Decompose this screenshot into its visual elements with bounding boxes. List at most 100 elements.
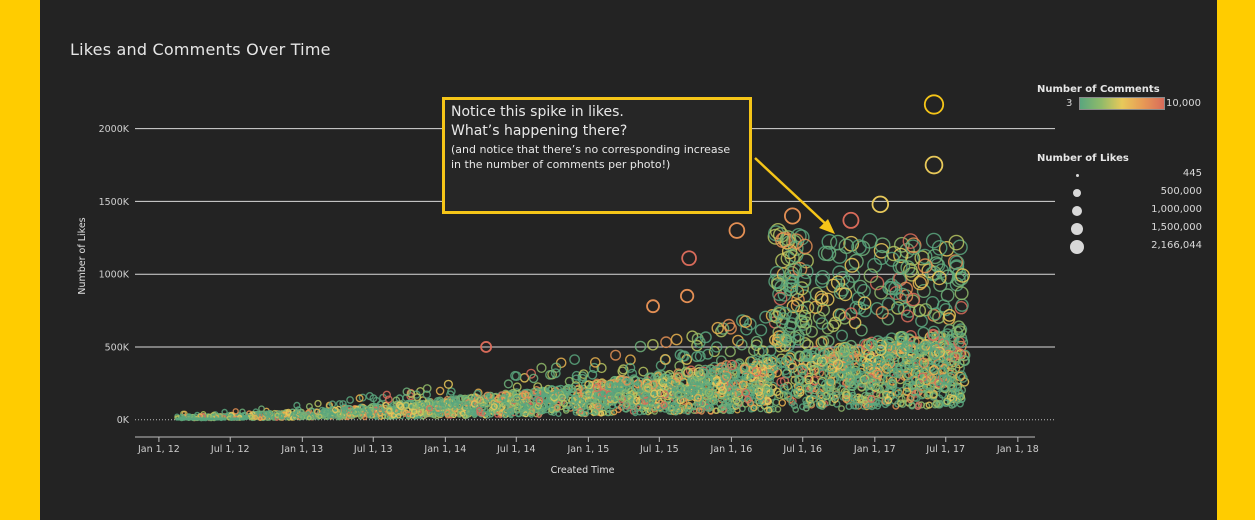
data-point bbox=[741, 388, 751, 397]
data-point bbox=[693, 388, 703, 397]
data-point bbox=[867, 257, 883, 273]
data-point bbox=[606, 382, 616, 392]
data-point bbox=[815, 336, 828, 349]
size-legend-label: 2,166,044 bbox=[1151, 240, 1202, 251]
annotation-box: Notice this spike in likes. What’s happe… bbox=[442, 97, 752, 214]
data-point bbox=[696, 407, 703, 414]
data-point bbox=[397, 403, 405, 411]
data-point bbox=[462, 401, 470, 409]
data-point bbox=[724, 385, 734, 395]
data-point bbox=[918, 353, 930, 365]
y-tick-label: 0K bbox=[117, 415, 130, 426]
data-point bbox=[328, 400, 337, 408]
data-point bbox=[918, 303, 933, 317]
data-point bbox=[906, 395, 915, 404]
data-point bbox=[757, 366, 768, 377]
data-point bbox=[718, 404, 726, 412]
data-point bbox=[610, 382, 620, 392]
data-point bbox=[774, 280, 789, 295]
data-point bbox=[392, 396, 401, 405]
x-axis-title: Created Time bbox=[551, 465, 615, 476]
y-tick-label: 1000K bbox=[99, 270, 130, 281]
data-point bbox=[720, 364, 731, 375]
data-point bbox=[219, 417, 223, 421]
data-point bbox=[545, 369, 555, 380]
data-point bbox=[484, 412, 491, 419]
data-point bbox=[763, 381, 773, 391]
data-point bbox=[534, 402, 543, 410]
data-point bbox=[941, 328, 954, 341]
data-point bbox=[548, 406, 555, 414]
data-point bbox=[221, 408, 228, 416]
data-point bbox=[336, 411, 343, 418]
data-point bbox=[888, 367, 899, 378]
data-point bbox=[937, 367, 948, 378]
chart-panel: Likes and Comments Over Time 0K 500K 1000K… bbox=[40, 0, 1217, 520]
data-point bbox=[797, 273, 812, 289]
data-point bbox=[901, 309, 915, 323]
data-point bbox=[263, 410, 270, 417]
color-legend-max: 10,000 bbox=[1166, 98, 1201, 109]
data-point bbox=[757, 405, 764, 413]
data-point bbox=[832, 265, 847, 281]
data-point bbox=[954, 325, 967, 338]
data-point bbox=[875, 384, 884, 394]
data-point bbox=[556, 388, 566, 397]
data-point bbox=[836, 329, 849, 342]
data-point bbox=[897, 395, 906, 403]
data-point bbox=[523, 402, 531, 410]
data-point bbox=[838, 287, 853, 302]
data-point bbox=[948, 234, 965, 251]
data-point bbox=[685, 401, 693, 410]
data-point bbox=[555, 357, 567, 369]
data-point bbox=[728, 379, 738, 389]
data-point bbox=[893, 367, 904, 378]
data-point bbox=[476, 396, 485, 405]
highlighted-point bbox=[924, 155, 944, 175]
data-point bbox=[384, 395, 393, 404]
data-point bbox=[797, 364, 808, 375]
data-point bbox=[483, 391, 492, 400]
data-point bbox=[293, 401, 301, 410]
size-legend-dot bbox=[1071, 223, 1083, 235]
data-point bbox=[668, 406, 675, 413]
data-point bbox=[469, 409, 476, 416]
size-legend-entry: 2,166,044 bbox=[1068, 238, 1218, 256]
data-point bbox=[569, 354, 580, 365]
data-point bbox=[927, 362, 939, 374]
data-point bbox=[536, 388, 545, 397]
data-point bbox=[592, 409, 599, 416]
data-point bbox=[230, 417, 234, 421]
data-point bbox=[786, 310, 800, 324]
data-point bbox=[950, 400, 958, 408]
scatter-plot[interactable]: 0K 500K 1000K 1500K 2000K Jan 1, 12 Jul 1, 12 J… bbox=[40, 0, 1217, 520]
data-point bbox=[883, 353, 895, 365]
data-point bbox=[775, 253, 791, 269]
data-point bbox=[948, 376, 958, 387]
data-point bbox=[638, 366, 649, 377]
data-point bbox=[874, 237, 891, 254]
data-point bbox=[873, 369, 883, 380]
data-point bbox=[881, 297, 896, 311]
data-point bbox=[722, 318, 736, 332]
data-point bbox=[366, 409, 373, 416]
data-point bbox=[650, 389, 659, 398]
data-point bbox=[410, 408, 418, 415]
data-point bbox=[726, 359, 738, 370]
data-point bbox=[949, 351, 961, 363]
size-legend-label: 1,500,000 bbox=[1151, 222, 1202, 233]
data-point bbox=[862, 401, 870, 409]
data-point bbox=[514, 403, 522, 411]
data-point bbox=[927, 325, 941, 338]
data-point bbox=[422, 390, 431, 399]
y-tick-label: 1500K bbox=[99, 197, 130, 208]
data-point bbox=[528, 409, 535, 416]
data-point bbox=[917, 258, 933, 274]
data-point bbox=[216, 417, 220, 421]
data-point bbox=[447, 387, 456, 396]
data-point bbox=[902, 387, 912, 397]
data-point bbox=[814, 290, 829, 305]
data-point bbox=[695, 370, 706, 381]
data-point bbox=[824, 367, 835, 378]
data-point bbox=[958, 373, 968, 383]
